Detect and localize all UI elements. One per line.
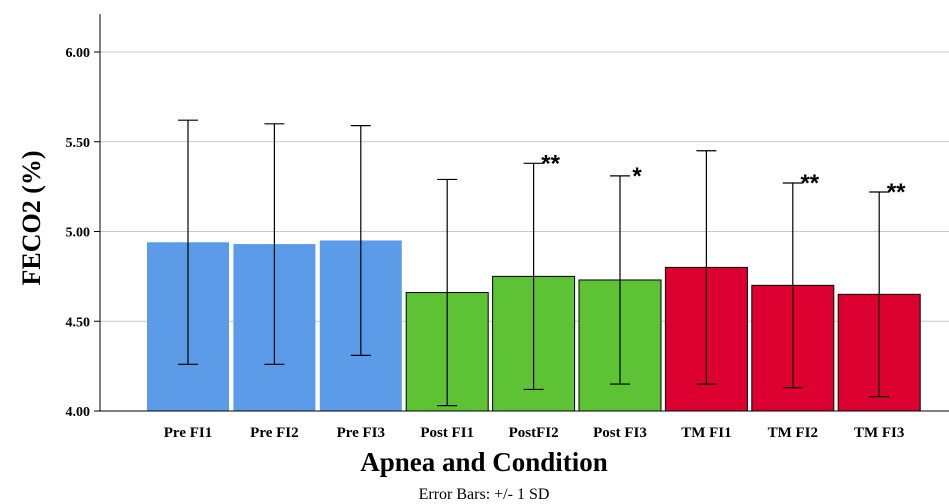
x-category-label: TM FI3: [854, 425, 904, 441]
x-category-label: Pre FI2: [250, 425, 298, 441]
y-tick-label: 5.50: [66, 136, 91, 151]
y-axis-title: FECO2 (%): [17, 150, 46, 285]
significance-marker: **: [887, 179, 906, 206]
significance-markers: ** * ** **: [541, 150, 906, 206]
x-category-labels: Pre FI1 Pre FI2 Pre FI3 Post FI1 PostFI2 Post…: [164, 425, 905, 441]
significance-marker: **: [541, 150, 560, 177]
error-bar-footnote: Error Bars: +/- 1 SD: [419, 486, 550, 503]
x-category-label: Pre FI3: [337, 425, 385, 441]
significance-marker: **: [800, 170, 819, 197]
x-category-label: Post FI1: [420, 425, 474, 441]
x-category-label: Pre FI1: [164, 425, 212, 441]
y-tick-label: 4.00: [66, 405, 91, 420]
x-category-label: Post FI3: [593, 425, 647, 441]
error-bars: [178, 119, 890, 407]
x-category-label: TM FI1: [681, 425, 731, 441]
x-category-label: PostFI2: [509, 425, 559, 441]
significance-marker: *: [632, 163, 642, 190]
y-tick-label: 5.00: [66, 226, 91, 241]
x-category-label: TM FI2: [768, 425, 818, 441]
x-axis-title: Apnea and Condition: [360, 447, 608, 477]
axes: [94, 14, 949, 412]
y-tick-label: 6.00: [66, 46, 91, 61]
y-tick-labels: 4.00 4.50 5.00 5.50 6.00: [66, 46, 91, 420]
y-tick-label: 4.50: [66, 315, 91, 330]
